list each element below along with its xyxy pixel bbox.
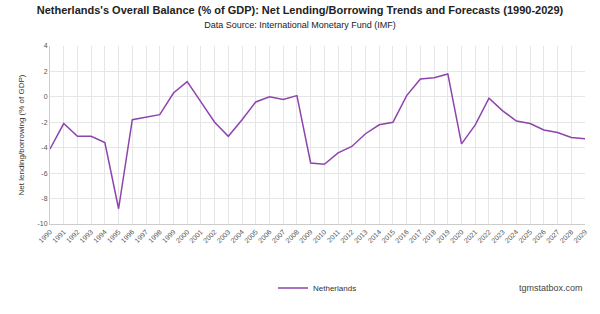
svg-text:Net lending/borrowing (% of GD: Net lending/borrowing (% of GDP) bbox=[17, 74, 26, 195]
svg-text:2015: 2015 bbox=[380, 228, 396, 244]
svg-text:2023: 2023 bbox=[490, 228, 506, 244]
svg-text:2018: 2018 bbox=[421, 228, 437, 244]
svg-text:1995: 1995 bbox=[106, 228, 122, 244]
svg-text:2026: 2026 bbox=[531, 228, 547, 244]
svg-text:2017: 2017 bbox=[408, 228, 424, 244]
svg-text:2019: 2019 bbox=[435, 228, 451, 244]
svg-text:1993: 1993 bbox=[78, 228, 94, 244]
svg-text:2: 2 bbox=[44, 68, 48, 75]
svg-text:2009: 2009 bbox=[298, 228, 314, 244]
svg-text:2001: 2001 bbox=[188, 228, 204, 244]
svg-text:2008: 2008 bbox=[284, 228, 300, 244]
svg-text:2021: 2021 bbox=[462, 228, 478, 244]
svg-text:1999: 1999 bbox=[161, 228, 177, 244]
svg-text:2024: 2024 bbox=[504, 228, 520, 244]
svg-text:2027: 2027 bbox=[545, 228, 561, 244]
svg-text:4: 4 bbox=[44, 42, 48, 49]
svg-text:1990: 1990 bbox=[37, 228, 53, 244]
svg-text:2028: 2028 bbox=[558, 228, 574, 244]
svg-text:-8: -8 bbox=[41, 195, 47, 202]
svg-text:2029: 2029 bbox=[572, 228, 588, 244]
svg-text:2013: 2013 bbox=[353, 228, 369, 244]
svg-text:2014: 2014 bbox=[366, 228, 382, 244]
svg-text:-4: -4 bbox=[41, 144, 47, 151]
svg-text:1998: 1998 bbox=[147, 228, 163, 244]
svg-text:1991: 1991 bbox=[51, 228, 67, 244]
svg-text:2003: 2003 bbox=[216, 228, 232, 244]
svg-text:1994: 1994 bbox=[92, 228, 108, 244]
svg-text:-6: -6 bbox=[41, 170, 47, 177]
svg-text:2004: 2004 bbox=[229, 228, 245, 244]
svg-text:2002: 2002 bbox=[202, 228, 218, 244]
svg-text:2010: 2010 bbox=[312, 228, 328, 244]
svg-text:Netherlands: Netherlands bbox=[313, 284, 356, 293]
svg-text:1996: 1996 bbox=[120, 228, 136, 244]
svg-text:2012: 2012 bbox=[339, 228, 355, 244]
svg-text:-10: -10 bbox=[37, 220, 47, 227]
svg-text:2016: 2016 bbox=[394, 228, 410, 244]
svg-text:-2: -2 bbox=[41, 119, 47, 126]
svg-text:Netherlands's Overall Balance: Netherlands's Overall Balance (% of GDP)… bbox=[37, 4, 564, 30]
svg-text:2022: 2022 bbox=[476, 228, 492, 244]
svg-text:2025: 2025 bbox=[517, 228, 533, 244]
svg-text:1992: 1992 bbox=[65, 228, 81, 244]
svg-text:2000: 2000 bbox=[174, 228, 190, 244]
svg-text:0: 0 bbox=[44, 93, 48, 100]
svg-text:2007: 2007 bbox=[270, 228, 286, 244]
svg-text:2006: 2006 bbox=[257, 228, 273, 244]
svg-text:2011: 2011 bbox=[326, 228, 342, 244]
svg-text:tgmstatbox.com: tgmstatbox.com bbox=[519, 283, 583, 293]
svg-text:2005: 2005 bbox=[243, 228, 259, 244]
svg-text:2020: 2020 bbox=[449, 228, 465, 244]
svg-text:1997: 1997 bbox=[133, 228, 149, 244]
